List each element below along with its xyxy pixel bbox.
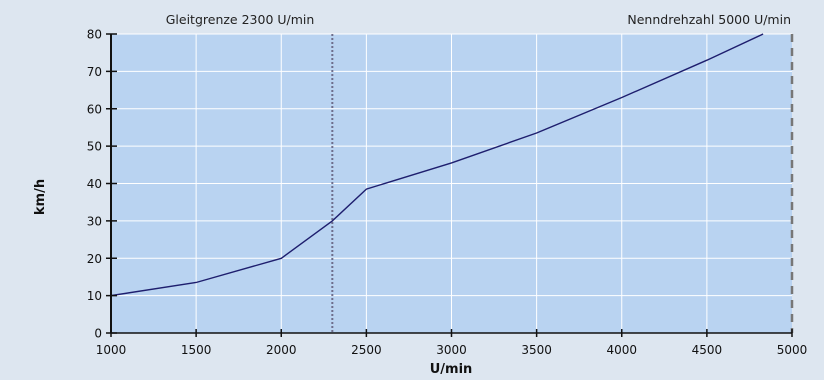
- y-tick-labels: 0 10 20 30 40 50 60 70 80: [87, 28, 102, 341]
- annotation-labels: Gleitgrenze 2300 U/min Nenndrehzahl 5000 …: [166, 12, 791, 27]
- y-tick-label: 30: [87, 214, 102, 228]
- x-tick-label: 3000: [436, 343, 467, 357]
- x-tick-label: 1500: [181, 343, 212, 357]
- y-tick-label: 40: [87, 177, 102, 191]
- grid-horizontal: [111, 33, 792, 297]
- x-axis-title: U/min: [430, 362, 473, 377]
- x-tick-label: 4500: [692, 343, 723, 357]
- x-tick-label: 5000: [777, 343, 808, 357]
- y-tick-label: 0: [94, 327, 102, 341]
- y-tick-label: 20: [87, 252, 102, 266]
- series-line: [110, 33, 764, 297]
- y-tick-label: 80: [87, 28, 102, 42]
- x-tick-label: 3500: [521, 343, 552, 357]
- annotation-label: Nenndrehzahl 5000 U/min: [627, 12, 791, 27]
- y-tick-label: 60: [87, 102, 102, 116]
- y-axis-title: km/h: [33, 179, 48, 215]
- x-tick-label: 4000: [606, 343, 637, 357]
- x-tick-label: 1000: [96, 343, 127, 357]
- y-tick-label: 70: [87, 65, 102, 79]
- x-tick-label: 2500: [351, 343, 382, 357]
- annotation-label: Gleitgrenze 2300 U/min: [166, 12, 315, 27]
- marker-lines: [331, 34, 794, 333]
- y-tick-label: 10: [87, 289, 102, 303]
- x-tick-label: 2000: [266, 343, 297, 357]
- y-tick-label: 50: [87, 140, 102, 154]
- axes: [106, 33, 793, 337]
- x-tick-labels: 1000 1500 2000 2500 3000 3500 4000 4500 5000: [96, 343, 808, 357]
